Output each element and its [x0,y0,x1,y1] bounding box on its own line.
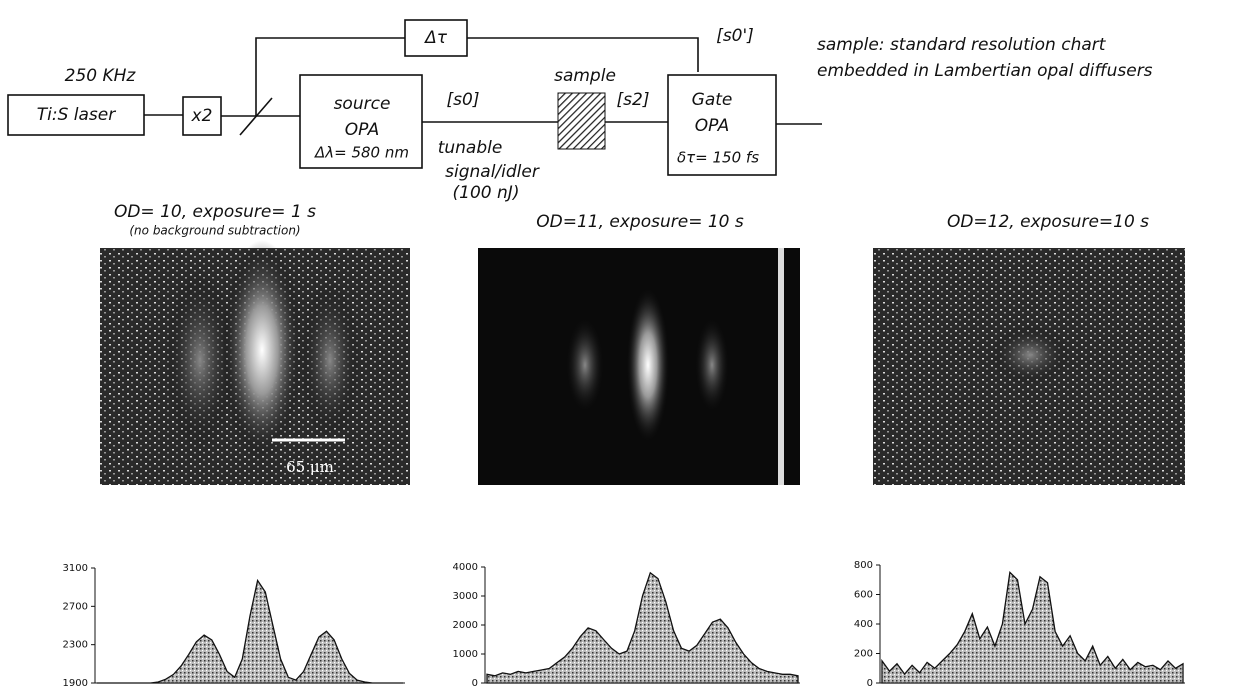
label: Gate [692,90,733,110]
image [478,248,800,485]
y-tick-label: 800 [854,560,873,571]
label: (100 nJ) [453,183,520,203]
y-tick-label: 0 [472,678,478,688]
label: [s0'] [716,26,754,46]
setup-diagram: 250 KHz Ti:S laser x2 Δτ [s0'] source OP… [7,19,1153,203]
label: Δλ= 580 nm [314,144,409,162]
box [404,19,468,57]
y-tick-label: 600 [854,590,873,601]
panel-title: OD=11, exposure= 10 s [536,212,744,232]
box [299,74,423,169]
label: Ti:S laser [37,105,116,125]
label: tunable [438,138,503,158]
profile-area [881,571,1184,684]
mirror [239,97,273,136]
panel-title: OD= 10, exposure= 1 s [114,202,316,222]
note: embedded in Lambertian opal diffusers [817,61,1153,81]
label: signal/idler [445,162,540,182]
label: sample [554,66,616,86]
y-tick-label: 0 [867,678,873,688]
panel-subtitle: (no background subtraction) [129,224,300,238]
panel-title: OD=12, exposure=10 s [947,212,1149,232]
y-tick-label: 2700 [63,601,88,612]
scale-bar-label: 65 μm [286,458,334,476]
label: x2 [191,106,213,126]
image [873,248,1185,485]
image: 65 μm [100,240,410,485]
y-tick-label: 4000 [453,562,478,573]
label: OPA [695,116,729,136]
box [182,96,222,136]
y-tick-label: 1900 [63,678,88,688]
sample [557,92,606,150]
y-tick-label: 1000 [453,649,478,660]
profile-area [486,571,799,684]
label: [s0] [447,90,480,110]
arrow [467,37,699,72]
label: OPA [345,120,379,140]
y-tick-label: 2300 [63,640,88,651]
note: sample: standard resolution chart [817,35,1107,55]
box [667,74,777,176]
y-tick-label: 3000 [453,591,478,602]
y-tick-label: 400 [854,619,873,630]
label: Δτ [423,28,448,48]
y-tick-label: 200 [854,649,873,660]
y-tick-label: 3100 [63,563,88,574]
label: [s2] [617,90,650,110]
label: 250 KHz [65,66,137,86]
line [255,37,405,116]
profile-area [97,578,403,684]
label: source [334,94,391,114]
label: δτ= 150 fs [677,149,759,167]
y-tick-label: 2000 [453,620,478,631]
box [7,94,145,136]
